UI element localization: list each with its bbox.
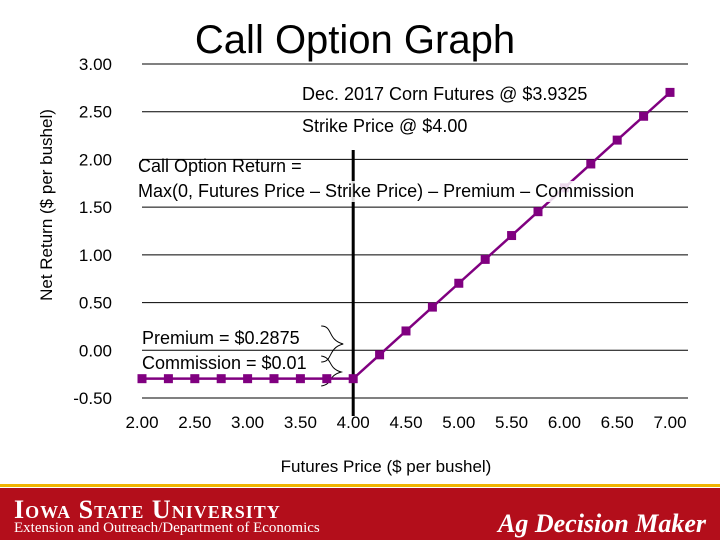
data-point	[639, 111, 649, 121]
data-point	[295, 374, 305, 384]
x-tick-label: 6.00	[548, 413, 581, 432]
formula-line-2: Max(0, Futures Price – Strike Price) – P…	[138, 181, 635, 202]
data-point	[427, 302, 437, 312]
y-tick-label: 2.50	[79, 103, 112, 122]
commission-annotation: Commission = $0.01	[142, 353, 307, 373]
x-tick-label: 4.00	[337, 413, 370, 432]
data-point	[454, 278, 464, 288]
y-tick-label: 3.00	[79, 55, 112, 74]
strike-annotation: Strike Price @ $4.00	[302, 116, 468, 136]
y-tick-label: -0.50	[73, 389, 112, 408]
y-tick-label: 1.50	[79, 198, 112, 217]
x-tick-label: 4.50	[389, 413, 422, 432]
data-point	[348, 374, 358, 384]
data-point	[665, 87, 675, 97]
footer-bar	[0, 488, 720, 540]
y-tick-label: 2.00	[79, 150, 112, 169]
data-point	[322, 374, 332, 384]
data-point	[533, 207, 543, 217]
x-tick-label: 5.00	[442, 413, 475, 432]
footer-accent-line	[0, 484, 720, 487]
series-layer	[137, 87, 675, 384]
department-text: Extension and Outreach/Department of Eco…	[14, 520, 320, 536]
tick-layer: 3.00 2.50 2.00 1.50 1.00 0.50 0.00 -0.50 2.00 2.5…	[73, 55, 686, 432]
data-point	[163, 374, 173, 384]
x-tick-label: 3.00	[231, 413, 264, 432]
call-option-chart: 3.00 2.50 2.00 1.50 1.00 0.50 0.00 -0.50 2.00 2.5…	[37, 55, 688, 476]
x-tick-label: 6.50	[601, 413, 634, 432]
x-tick-label: 3.50	[284, 413, 317, 432]
data-point	[612, 135, 622, 145]
data-point	[401, 326, 411, 336]
data-point	[243, 374, 253, 384]
x-tick-label: 2.00	[125, 413, 158, 432]
premium-annotation: Premium = $0.2875	[142, 328, 300, 348]
data-point	[190, 374, 200, 384]
slide-title: Call Option Graph	[194, 18, 516, 62]
data-point	[137, 374, 147, 384]
y-axis-label: Net Return ($ per bushel)	[37, 109, 56, 301]
data-point	[375, 350, 385, 360]
x-tick-label: 5.50	[495, 413, 528, 432]
data-point	[269, 374, 279, 384]
x-tick-label: 2.50	[178, 413, 211, 432]
futures-annotation: Dec. 2017 Corn Futures @ $3.9325	[302, 84, 588, 104]
university-logo: Iowa State University	[14, 495, 281, 524]
y-tick-label: 0.00	[79, 341, 112, 360]
y-tick-label: 1.00	[79, 246, 112, 265]
data-point	[586, 159, 596, 169]
y-tick-label: 0.50	[79, 294, 112, 313]
formula-line-1: Call Option Return =	[138, 156, 302, 176]
data-point	[480, 254, 490, 264]
x-axis-label: Futures Price ($ per bushel)	[281, 457, 492, 476]
data-point	[216, 374, 226, 384]
x-tick-label: 7.00	[653, 413, 686, 432]
brand-logo: Ag Decision Maker	[498, 509, 706, 538]
grid-layer	[142, 63, 688, 399]
data-point	[507, 231, 517, 241]
